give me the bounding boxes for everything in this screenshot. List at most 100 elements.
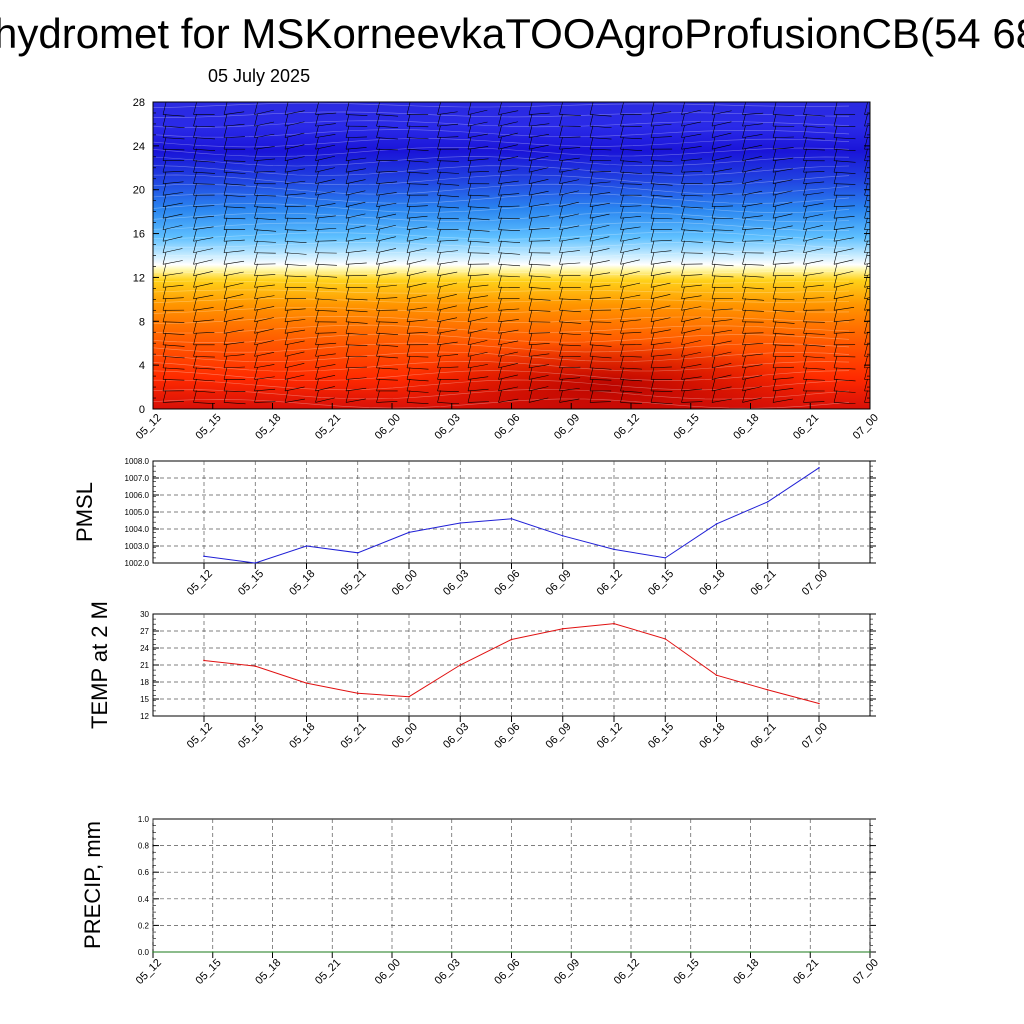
wind-barb (467, 171, 489, 173)
wind-barb (284, 180, 306, 184)
wind-barb-staff (742, 206, 746, 219)
heatmap-contour-line (153, 379, 850, 391)
wind-barb (681, 317, 701, 323)
heatmap-ytick-label: 4 (139, 360, 145, 372)
wind-barb-staff (864, 286, 868, 299)
wind-barb (589, 171, 611, 173)
wind-barb (620, 379, 643, 382)
wind-barb-staff (772, 114, 777, 127)
wind-barb-staff (559, 194, 563, 207)
wind-barb-staff (803, 344, 807, 357)
wind-barb-staff (772, 206, 777, 219)
wind-barb (437, 250, 458, 254)
wind-barb-staff (467, 229, 472, 242)
wind-barb (467, 376, 489, 380)
wind-barb-staff (467, 332, 472, 345)
wind-barb (833, 226, 855, 231)
precip-point (391, 951, 393, 953)
wind-barb (193, 307, 214, 311)
wind-barb (284, 110, 305, 115)
wind-barb (223, 271, 244, 277)
wind-barb-staff (742, 217, 746, 230)
wind-barb (528, 364, 549, 369)
wind-barb (254, 388, 276, 392)
wind-barb-staff (437, 114, 441, 127)
wind-barb (711, 193, 733, 196)
wind-barb (467, 194, 490, 197)
wind-barb (467, 229, 490, 232)
wind-barb-staff (772, 217, 777, 230)
wind-barb (406, 319, 428, 323)
wind-barb-staff (589, 298, 594, 311)
heatmap-contour-line (153, 351, 850, 363)
temp-xtick-label: 06_09 (544, 721, 574, 751)
wind-barb-staff (803, 390, 807, 403)
wind-barb-staff (254, 298, 258, 311)
wind-barb-staff (437, 252, 441, 265)
wind-barb (559, 190, 579, 196)
wind-barb (345, 398, 366, 403)
wind-barb-staff (589, 355, 594, 368)
wind-barb-staff (772, 252, 777, 265)
heatmap-contour-line (153, 324, 850, 334)
wind-barb (589, 260, 610, 265)
wind-barb-staff (498, 321, 502, 334)
wind-barb-staff (528, 114, 533, 127)
wind-barb-staff (284, 171, 289, 184)
wind-barb (742, 343, 764, 346)
wind-barb-staff (284, 355, 289, 368)
wind-barb (498, 156, 519, 161)
wind-barb (711, 319, 733, 323)
wind-barb-staff (406, 240, 411, 253)
wind-barb-staff (193, 263, 197, 276)
wind-barb (711, 229, 734, 231)
heatmap-contour-line (153, 289, 850, 294)
wind-barb (223, 293, 244, 300)
precip-point (869, 951, 871, 953)
wind-barb (376, 125, 399, 129)
wind-barb (406, 226, 428, 231)
wind-barb (284, 398, 305, 403)
wind-barb-staff (833, 298, 838, 311)
heatmap-contour-line (153, 261, 850, 266)
wind-barb (620, 356, 642, 358)
wind-barb-staff (223, 355, 228, 368)
wind-barb (467, 133, 488, 138)
wind-barb-staff (376, 378, 380, 391)
wind-barb (376, 321, 398, 323)
wind-barb (284, 275, 307, 278)
wind-barb-staff (528, 367, 533, 380)
heatmap-contour-line (153, 120, 850, 128)
temp-point (715, 674, 718, 676)
wind-barb-staff (223, 332, 228, 345)
wind-barb-staff (528, 102, 533, 115)
wind-barb (650, 260, 672, 265)
wind-barb-staff (254, 171, 258, 184)
temp-xtick-label: 05_12 (185, 721, 215, 751)
wind-barb-staff (711, 194, 716, 207)
wind-barb (223, 194, 246, 198)
wind-barb (589, 125, 612, 129)
wind-barb (528, 263, 551, 266)
wind-barb (589, 202, 610, 208)
wind-barb (711, 156, 732, 161)
wind-barb-staff (193, 390, 197, 403)
wind-barb (376, 284, 397, 288)
wind-barb-staff (559, 252, 563, 265)
wind-barb-staff (376, 194, 380, 207)
wind-barb (284, 363, 305, 369)
wind-barb-staff (620, 275, 624, 288)
wind-barb (284, 297, 307, 300)
wind-barb-staff (589, 229, 594, 242)
wind-barb-staff (223, 206, 228, 219)
wind-barb-staff (650, 229, 655, 242)
wind-barb (498, 275, 520, 278)
precip-panel: 0.0 0.2 0.4 0.6 0.8 1.0 05_12 05_15 05_18 05_21 06… (80, 815, 881, 987)
wind-barb-staff (254, 102, 258, 115)
wind-barb (650, 293, 671, 300)
wind-barb-staff (284, 252, 289, 265)
wind-barb-staff (284, 298, 289, 311)
wind-barb (223, 282, 244, 288)
wind-barb-staff (742, 275, 746, 288)
wind-barb (437, 390, 459, 392)
